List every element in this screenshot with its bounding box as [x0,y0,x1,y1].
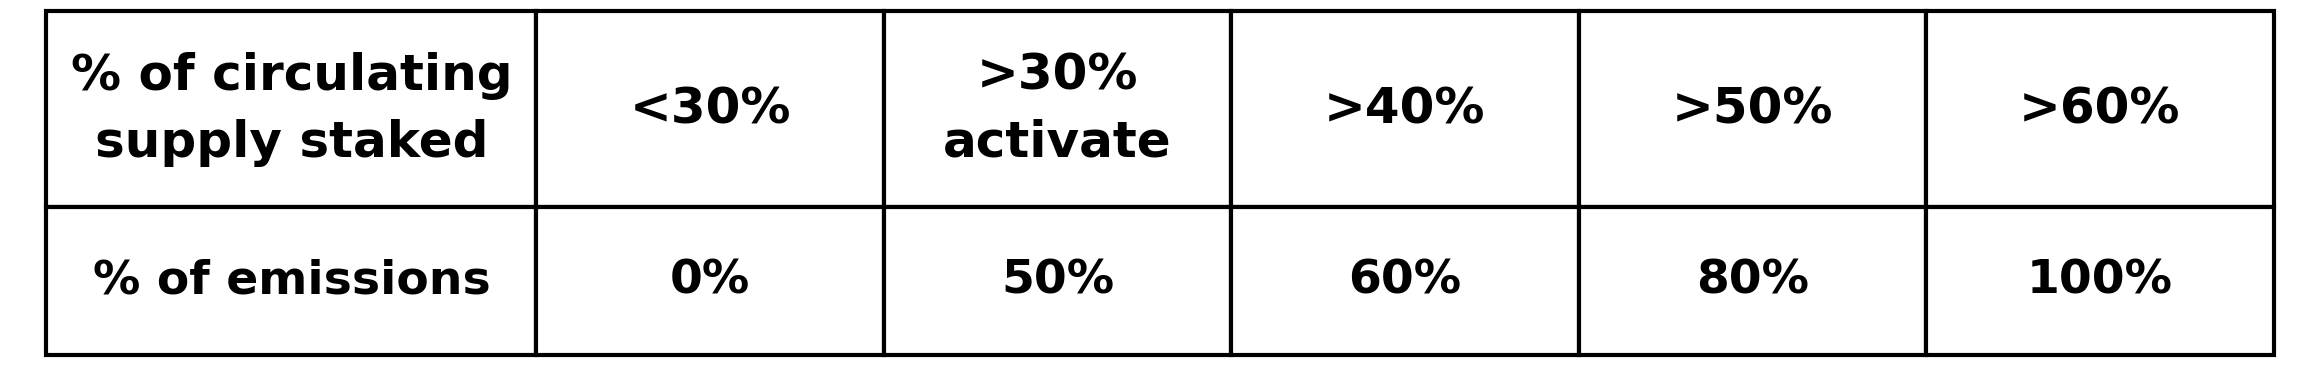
Bar [536,207,884,355]
Bar [46,11,536,207]
Text: 0%: 0% [670,258,749,303]
Text: 50%: 50% [1000,258,1114,303]
Text: >50%: >50% [1673,85,1833,133]
Bar [1232,11,1578,207]
Text: 80%: 80% [1696,258,1810,303]
Text: 100%: 100% [2028,258,2174,303]
Text: <30%: <30% [629,85,791,133]
Bar [1926,11,2274,207]
Text: >40%: >40% [1325,85,1485,133]
Bar [536,11,884,207]
Text: % of emissions: % of emissions [93,258,490,303]
Text: % of circulating
supply staked: % of circulating supply staked [70,52,513,167]
Bar [1578,11,1926,207]
Bar [884,11,1232,207]
Bar [1232,207,1578,355]
Bar [884,207,1232,355]
Text: >30%
activate: >30% activate [944,52,1172,167]
Text: 60%: 60% [1348,258,1462,303]
Bar [1578,207,1926,355]
Bar [46,207,536,355]
Text: >60%: >60% [2018,85,2181,133]
Bar [1926,207,2274,355]
